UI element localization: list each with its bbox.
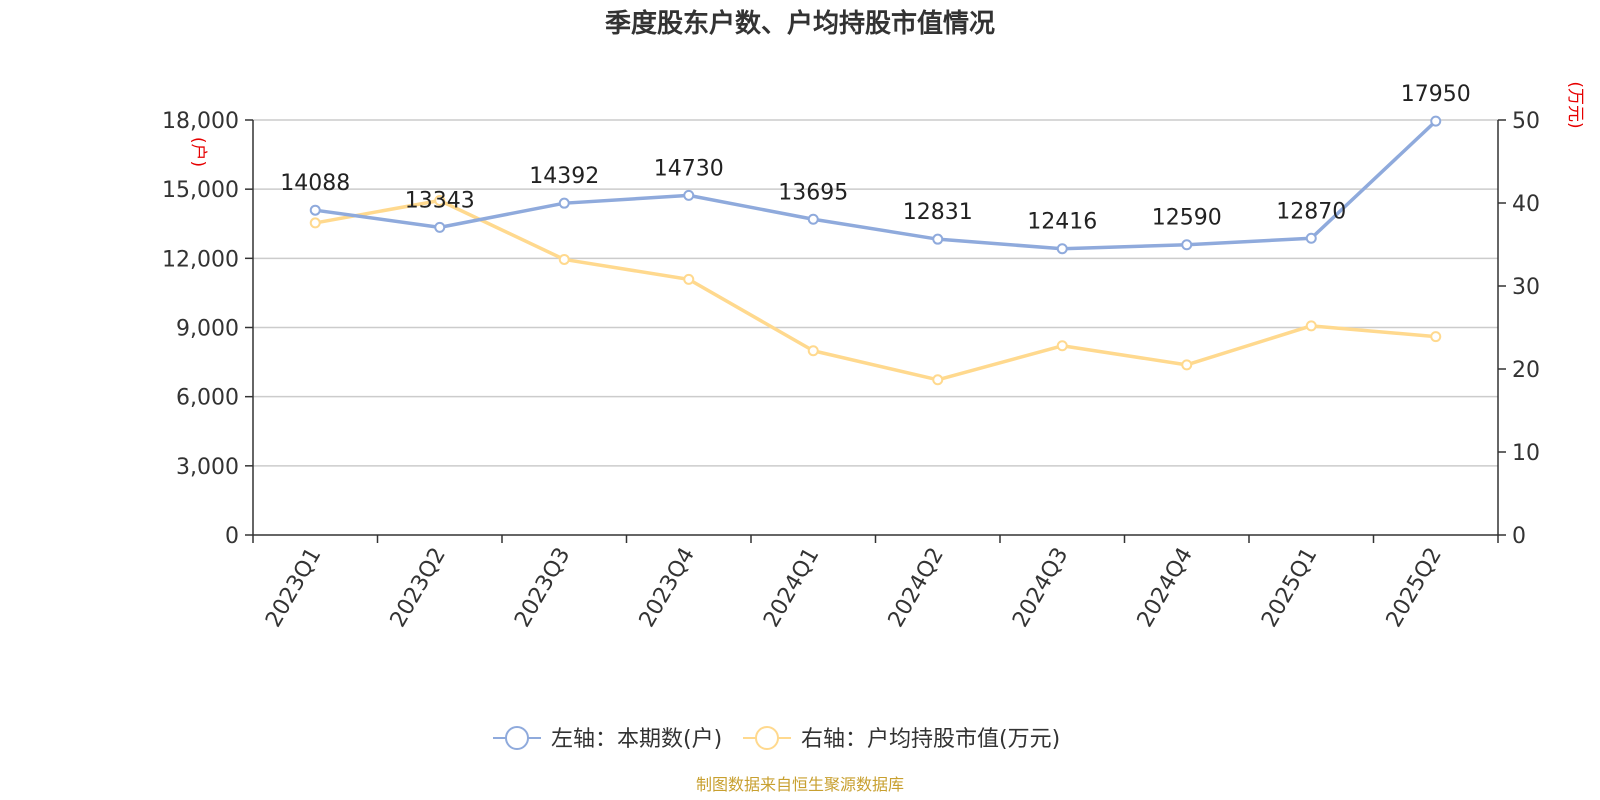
right-axis-tick-label: 30 xyxy=(1512,275,1540,300)
legend-item-left[interactable]: 左轴：本期数(户) xyxy=(493,726,722,752)
data-point-right xyxy=(434,195,446,207)
chart-title: 季度股东户数、户均持股市值情况 xyxy=(605,8,995,39)
x-axis-tick-label: 2023Q3 xyxy=(510,544,575,632)
legend-circle-icon xyxy=(755,726,779,750)
right-axis-unit: (万元) xyxy=(1565,81,1585,128)
axes: 0 3,000 6,000 9,000 12,000 15,000 18,000 0 10 20 3… xyxy=(162,109,1540,632)
left-axis-tick-label: 12,000 xyxy=(162,247,239,272)
legend-item-right[interactable]: 右轴：户均持股市值(万元) xyxy=(743,726,1060,752)
data-point-right xyxy=(1430,331,1442,343)
right-axis-tick-label: 20 xyxy=(1512,358,1540,383)
data-label: 17950 xyxy=(1401,82,1471,107)
left-axis-tick-label: 9,000 xyxy=(176,317,239,342)
data-label: 14392 xyxy=(529,164,599,189)
data-point-right xyxy=(1305,320,1317,332)
data-label: 12416 xyxy=(1027,210,1097,235)
right-axis-tick-label: 50 xyxy=(1512,109,1540,134)
x-axis-tick-label: 2025Q1 xyxy=(1257,544,1322,632)
data-point-left xyxy=(807,213,819,225)
left-axis-tick-label: 18,000 xyxy=(162,109,239,134)
right-axis-tick-label: 0 xyxy=(1512,524,1526,549)
data-point-left xyxy=(1181,239,1193,251)
series-line-left xyxy=(315,119,1437,251)
source-note: 制图数据来自恒生聚源数据库 xyxy=(696,775,904,794)
legend-label: 右轴：户均持股市值(万元) xyxy=(801,727,1060,752)
legend[interactable]: 左轴：本期数(户) 右轴：户均持股市值(万元) xyxy=(493,726,1060,752)
data-label: 12590 xyxy=(1152,206,1222,231)
legend-circle-icon xyxy=(505,726,529,750)
data-point-right xyxy=(558,253,570,265)
x-axis-tick-label: 2023Q2 xyxy=(386,544,451,632)
data-labels: 14088 13343 14392 14730 13695 12831 12416 12590… xyxy=(280,82,1471,235)
data-point-left xyxy=(558,197,570,209)
data-point-left xyxy=(1056,243,1068,255)
data-point-left xyxy=(309,204,321,216)
left-axis-unit: (户) xyxy=(188,137,208,167)
left-axis-tick-label: 15,000 xyxy=(162,178,239,203)
data-point-right xyxy=(309,217,321,229)
data-point-left xyxy=(1305,232,1317,244)
x-axis-tick-label: 2023Q4 xyxy=(635,544,700,632)
right-axis-tick-label: 40 xyxy=(1512,192,1540,217)
data-point-left xyxy=(683,189,695,201)
data-label: 12870 xyxy=(1276,199,1346,224)
data-point-right xyxy=(1181,359,1193,371)
data-label: 12831 xyxy=(903,200,973,225)
right-axis-tick-label: 10 xyxy=(1512,441,1540,466)
x-axis-tick-label: 2024Q4 xyxy=(1133,544,1198,632)
series-lines xyxy=(309,115,1442,386)
data-point-right xyxy=(683,273,695,285)
left-axis-tick-label: 3,000 xyxy=(176,455,239,480)
data-label: 14088 xyxy=(280,171,350,196)
x-axis-tick-label: 2024Q1 xyxy=(759,544,824,632)
data-point-right xyxy=(932,374,944,386)
data-label: 14730 xyxy=(654,156,724,181)
left-axis-tick-label: 6,000 xyxy=(176,386,239,411)
data-label: 13343 xyxy=(405,188,475,213)
data-point-right xyxy=(807,345,819,357)
data-point-left xyxy=(434,221,446,233)
left-axis-tick-label: 0 xyxy=(225,524,239,549)
series-line-right xyxy=(314,198,1436,382)
x-axis-tick-label: 2025Q2 xyxy=(1382,544,1447,632)
x-axis-tick-label: 2024Q2 xyxy=(884,544,949,632)
data-point-left xyxy=(1430,115,1442,127)
x-axis-tick-label: 2023Q1 xyxy=(261,544,326,632)
data-point-right xyxy=(1056,340,1068,352)
grid-lines xyxy=(253,119,1498,467)
data-point-left xyxy=(932,233,944,245)
x-axis-tick-label: 2024Q3 xyxy=(1008,544,1073,632)
legend-label: 左轴：本期数(户) xyxy=(551,727,722,752)
data-label: 13695 xyxy=(778,180,848,205)
